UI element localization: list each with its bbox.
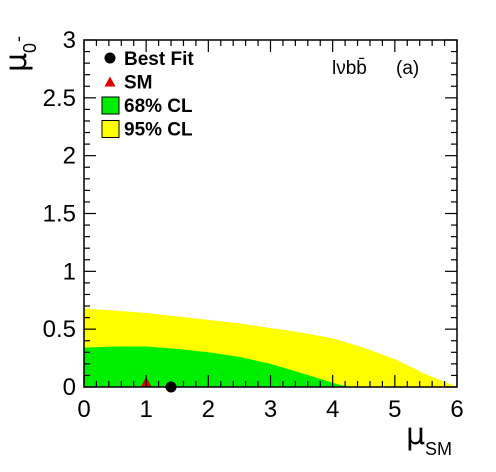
- y-axis-superscript: -: [8, 36, 28, 42]
- annotation: lνbb̄ (a): [332, 58, 419, 79]
- y-axis-symbol: μ: [0, 53, 34, 72]
- x-axis-subscript: SM: [425, 439, 452, 459]
- legend-entry-sm: SM: [104, 73, 153, 94]
- y-tick-label: 0.5: [43, 316, 76, 343]
- legend-label: Best Fit: [124, 49, 194, 70]
- y-tick-label: 2: [63, 143, 76, 170]
- y-tick-label: 1.5: [43, 201, 76, 228]
- confidence-regions: [84, 308, 457, 387]
- x-tick-label: 5: [388, 396, 401, 423]
- legend-label: 95% CL: [124, 120, 193, 141]
- legend-label: SM: [124, 73, 153, 94]
- x-tick-label: 3: [264, 396, 277, 423]
- y-tick-label: 1: [63, 258, 76, 285]
- x-tick-label: 2: [202, 396, 215, 423]
- y-tick-label: 2.5: [43, 85, 76, 112]
- y-tick-label: 3: [63, 27, 76, 54]
- y-tick-label: 0: [63, 374, 76, 401]
- x-tick-label: 0: [77, 396, 90, 423]
- legend-entry-68-cl: 68% CL: [101, 96, 193, 117]
- y-axis-subscript: 0: [20, 43, 40, 53]
- legend-circle-icon: [104, 52, 116, 64]
- x-tick-label: 6: [450, 396, 463, 423]
- legend-entry-best-fit: Best Fit: [104, 49, 194, 70]
- region-68-cl-cl: [84, 346, 352, 387]
- x-tick-label: 4: [326, 396, 339, 423]
- legend-label: 68% CL: [124, 96, 193, 117]
- axis-ticks: [83, 39, 458, 388]
- x-axis-title: μ SM: [406, 417, 452, 459]
- tick-labels: 0 1 2 3 4 5 6 0 0.5 1 1.5 2 2.5 3: [43, 27, 464, 423]
- legend-entry-95-cl: 95% CL: [101, 120, 193, 141]
- panel-label: (a): [396, 58, 419, 79]
- legend-triangle-icon: [104, 76, 116, 87]
- legend-box-icon: [101, 120, 120, 138]
- x-tick-label: 1: [139, 396, 152, 423]
- channel-label: lνbb̄: [332, 58, 367, 79]
- y-axis-title: μ 0 -: [0, 36, 40, 72]
- legend-box-icon: [101, 96, 120, 115]
- x-axis-symbol: μ: [406, 417, 425, 452]
